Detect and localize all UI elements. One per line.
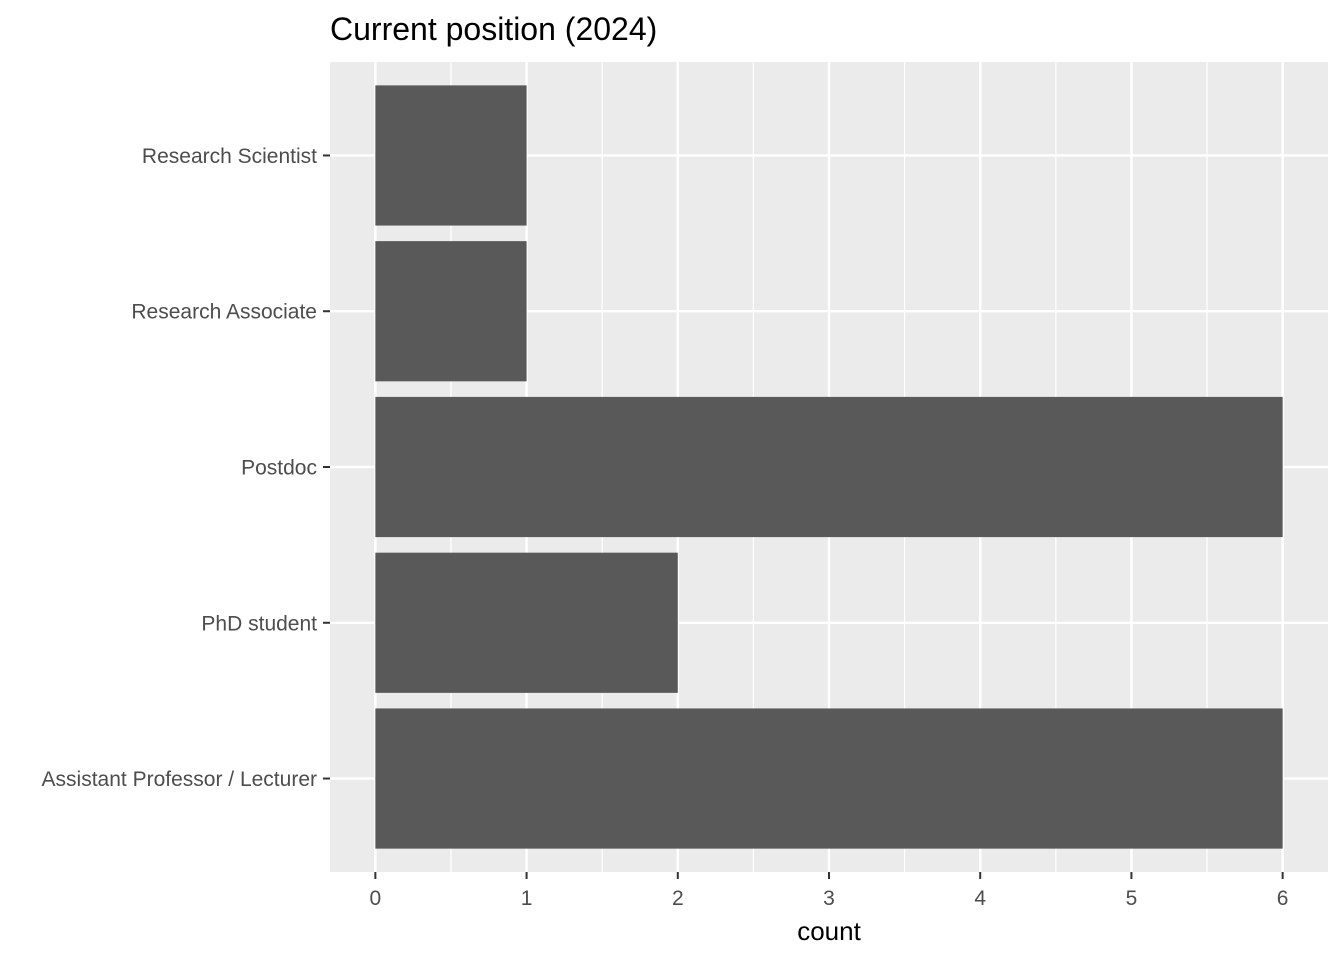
x-tick-label: 2 <box>672 887 684 910</box>
bar-research-scientist <box>375 85 527 226</box>
bar-phd-student <box>375 552 678 693</box>
y-tick-label: Research Scientist <box>142 145 317 168</box>
x-tick-label: 5 <box>1126 887 1138 910</box>
bar-assistant-professor-lecturer <box>375 708 1283 849</box>
x-axis: 0 1 2 3 4 5 6 <box>370 872 1289 910</box>
y-tick-label: PhD student <box>201 612 317 635</box>
x-tick-label: 1 <box>521 887 533 910</box>
x-tick-label: 3 <box>823 887 835 910</box>
bar-postdoc <box>375 396 1283 538</box>
bar-research-associate <box>375 241 527 382</box>
x-tick-label: 6 <box>1277 887 1289 910</box>
x-tick-label: 0 <box>370 887 382 910</box>
y-tick-label: Postdoc <box>241 457 317 480</box>
x-tick-label: 4 <box>974 887 986 910</box>
chart-title: Current position (2024) <box>330 11 657 47</box>
y-tick-label: Assistant Professor / Lecturer <box>42 768 317 791</box>
y-tick-label: Research Associate <box>131 301 317 324</box>
bars <box>375 85 1283 849</box>
y-axis: Assistant Professor / Lecturer PhD studen… <box>42 145 330 791</box>
x-axis-title: count <box>797 916 861 946</box>
